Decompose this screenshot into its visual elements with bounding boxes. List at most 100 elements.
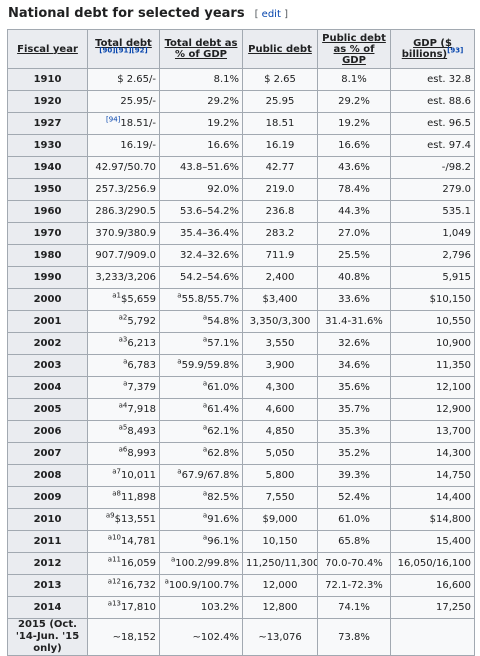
table-row: 2008 a710,011 a67.9/67.8% 5,800 39.3% 14,750 — [7, 464, 475, 487]
fiscal-year-cell: 1927 — [7, 112, 88, 135]
total-debt-note: a3 — [118, 335, 128, 344]
table-row: 1927 [94]18.51/- 19.2% 18.51 19.2% est. 96.5 — [7, 112, 475, 135]
col-public-debt-pct[interactable]: Public debt as % of GDP — [317, 29, 391, 69]
total-debt-pct-value: 100.9/100.7% — [168, 580, 239, 591]
table-row: 2001 a25,792 a54.8% 3,350/3,300 31.4-31.6% 10… — [7, 310, 475, 333]
total-debt-value: 17,810 — [121, 602, 156, 613]
total-debt-pct-value: 61.4% — [207, 404, 239, 415]
header-row: Fiscal year Total debt [90][91][92] Total… — [7, 29, 475, 69]
total-debt-pct-cell: a59.9/59.8% — [159, 354, 243, 377]
total-debt-pct-value: 62.1% — [207, 426, 239, 437]
gdp-cell: est. 32.8 — [390, 68, 475, 91]
col-gdp[interactable]: GDP ($ billions)[93] — [390, 29, 475, 69]
table-row: 1930 16.19/- 16.6% 16.19 16.6% est. 97.4 — [7, 134, 475, 157]
total-debt-pct-value: 8.1% — [213, 74, 239, 85]
total-debt-pct-value: 16.6% — [207, 140, 239, 151]
gdp-cell: est. 88.6 — [390, 90, 475, 113]
total-debt-pct-cell: 35.4–36.4% — [159, 222, 243, 245]
total-debt-pct-value: 91.6% — [207, 514, 239, 525]
col-total-debt-pct[interactable]: Total debt as % of GDP — [159, 29, 243, 69]
public-debt-pct-cell: 35.6% — [317, 376, 391, 399]
total-debt-pct-cell: a62.1% — [159, 420, 243, 443]
public-debt-cell: 11,250/11,300 — [242, 552, 318, 575]
total-debt-note: a10 — [107, 533, 121, 542]
gdp-cell: $10,150 — [390, 288, 475, 311]
total-debt-pct-value: 92.0% — [207, 184, 239, 195]
total-debt-cell: a1216,732 — [87, 574, 160, 597]
table-row: 1910 $ 2.65/- 8.1% $ 2.65 8.1% est. 32.8 — [7, 68, 475, 91]
total-debt-value: 6,213 — [127, 338, 156, 349]
total-debt-value: 8,493 — [127, 426, 156, 437]
total-debt-cell: a36,213 — [87, 332, 160, 355]
total-debt-pct-value: 103.2% — [200, 602, 239, 613]
public-debt-pct-cell: 74.1% — [317, 596, 391, 619]
fiscal-year-cell: 1940 — [7, 156, 88, 179]
total-debt-pct-note: a — [202, 335, 208, 344]
fiscal-year-cell: 2014 — [7, 596, 88, 619]
fiscal-year-cell: 2007 — [7, 442, 88, 465]
gdp-cell: 11,350 — [390, 354, 475, 377]
gdp-cell: 535.1 — [390, 200, 475, 223]
total-debt-pct-note: a — [164, 577, 169, 586]
public-debt-cell: 25.95 — [242, 90, 318, 113]
total-debt-cell: a811,898 — [87, 486, 160, 509]
col-gdp-ref[interactable]: [93] — [447, 46, 464, 55]
public-debt-pct-cell: 31.4-31.6% — [317, 310, 391, 333]
col-total-debt[interactable]: Total debt [90][91][92] — [87, 29, 160, 69]
gdp-cell: 13,700 — [390, 420, 475, 443]
public-debt-cell: $3,400 — [242, 288, 318, 311]
total-debt-cell: 42.97/50.70 — [87, 156, 160, 179]
total-debt-pct-cell: a55.8/55.7% — [159, 288, 243, 311]
total-debt-pct-cell: 8.1% — [159, 68, 243, 91]
total-debt-cell: a1014,781 — [87, 530, 160, 553]
total-debt-value: 5,792 — [127, 316, 156, 327]
fiscal-year-cell: 2001 — [7, 310, 88, 333]
public-debt-pct-cell: 34.6% — [317, 354, 391, 377]
total-debt-pct-cell: 16.6% — [159, 134, 243, 157]
table-row: 2002 a36,213 a57.1% 3,550 32.6% 10,900 — [7, 332, 475, 355]
total-debt-value: 286.3/290.5 — [95, 206, 156, 217]
table-row: 2014 a1317,810 103.2% 12,800 74.1% 17,250 — [7, 596, 475, 619]
gdp-cell: 14,300 — [390, 442, 475, 465]
fiscal-year-cell: 2003 — [7, 354, 88, 377]
gdp-cell: 279.0 — [390, 178, 475, 201]
gdp-cell: 16,600 — [390, 574, 475, 597]
total-debt-ref-link[interactable]: [94] — [106, 115, 121, 124]
total-debt-value: 16,732 — [121, 580, 156, 591]
gdp-cell: 15,400 — [390, 530, 475, 553]
fiscal-year-cell: 2006 — [7, 420, 88, 443]
fiscal-year-cell: 1920 — [7, 90, 88, 113]
public-debt-cell: 5,050 — [242, 442, 318, 465]
total-debt-pct-value: 53.6–54.2% — [179, 206, 239, 217]
total-debt-cell: a6,783 — [87, 354, 160, 377]
gdp-cell: $14,800 — [390, 508, 475, 531]
total-debt-pct-value: 29.2% — [207, 96, 239, 107]
public-debt-cell: 18.51 — [242, 112, 318, 135]
col-total-debt-ref[interactable]: [90][91][92] — [99, 46, 148, 55]
total-debt-pct-cell: 54.2–54.6% — [159, 266, 243, 289]
edit-link[interactable]: edit — [261, 9, 281, 20]
col-public-debt[interactable]: Public debt — [242, 29, 318, 69]
total-debt-cell: a58,493 — [87, 420, 160, 443]
table-row: 2004 a7,379 a61.0% 4,300 35.6% 12,100 — [7, 376, 475, 399]
total-debt-value: 8,993 — [127, 448, 156, 459]
total-debt-pct-note: a — [202, 423, 208, 432]
total-debt-pct-note: a — [170, 555, 176, 564]
public-debt-pct-cell: 65.8% — [317, 530, 391, 553]
total-debt-value: ~18,152 — [112, 631, 156, 643]
public-debt-pct-cell: 35.7% — [317, 398, 391, 421]
col-fiscal-year[interactable]: Fiscal year — [7, 29, 88, 69]
public-debt-pct-cell: 44.3% — [317, 200, 391, 223]
gdp-cell: 16,050/16,100 — [390, 552, 475, 575]
total-debt-cell: 907.7/909.0 — [87, 244, 160, 267]
table-row: 2005 a47,918 a61.4% 4,600 35.7% 12,900 — [7, 398, 475, 421]
gdp-cell: -/98.2 — [390, 156, 475, 179]
fiscal-year-cell: 2004 — [7, 376, 88, 399]
table-row: 1980 907.7/909.0 32.4–32.6% 711.9 25.5% 2,796 — [7, 244, 475, 267]
public-debt-cell: 236.8 — [242, 200, 318, 223]
total-debt-note: a12 — [107, 577, 121, 586]
total-debt-pct-note: a — [202, 379, 208, 388]
total-debt-cell: a7,379 — [87, 376, 160, 399]
total-debt-pct-value: 35.4–36.4% — [179, 228, 239, 239]
fiscal-year-cell: 1980 — [7, 244, 88, 267]
